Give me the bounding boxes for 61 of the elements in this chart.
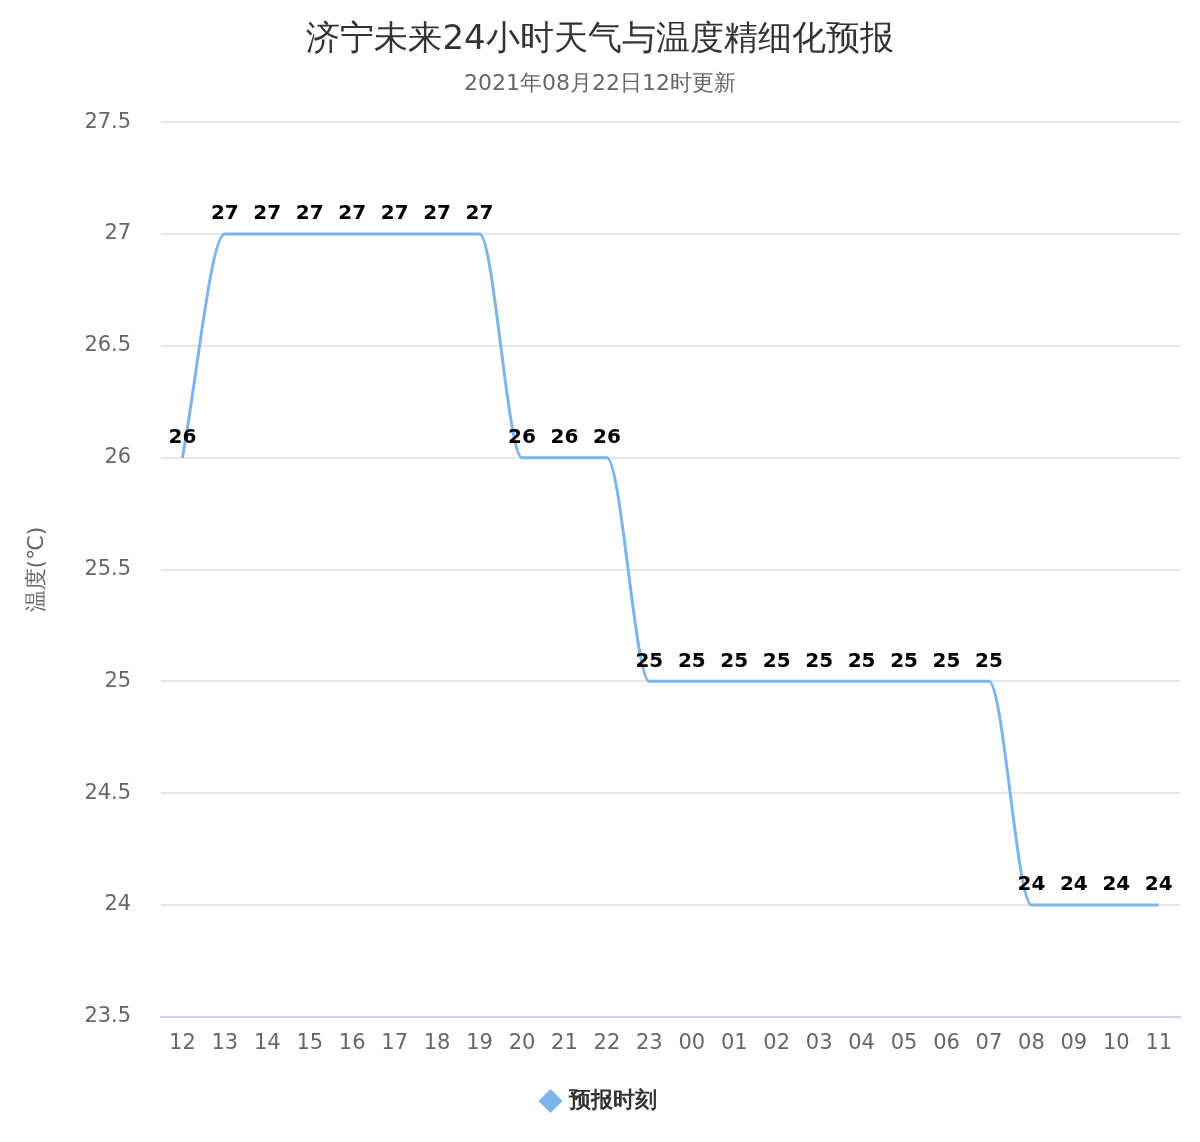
- chart-title: 济宁未来24小时天气与温度精细化预报: [306, 17, 894, 58]
- data-label: 27: [338, 200, 367, 225]
- y-tick-label: 25: [104, 667, 132, 692]
- data-label: 27: [465, 200, 494, 225]
- data-label: 27: [295, 200, 324, 225]
- y-tick-label: 27: [104, 220, 132, 245]
- data-label: 25: [847, 647, 876, 672]
- x-tick-label: 02: [763, 1029, 791, 1054]
- x-tick-label: 03: [805, 1029, 833, 1054]
- x-tick-label: 14: [253, 1029, 281, 1054]
- data-label: 26: [168, 423, 197, 448]
- data-label: 24: [1017, 871, 1046, 896]
- x-tick-label: 04: [848, 1029, 875, 1054]
- x-tick-label: 05: [890, 1029, 918, 1054]
- x-tick-label: 17: [381, 1029, 409, 1054]
- y-tick-label: 27.5: [84, 108, 132, 133]
- x-tick-label: 10: [1102, 1029, 1130, 1054]
- x-tick-label: 01: [720, 1029, 748, 1054]
- data-label: 24: [1144, 871, 1173, 896]
- data-label: 25: [890, 647, 918, 672]
- data-label: 24: [1102, 871, 1131, 896]
- y-tick-label: 25.5: [84, 555, 132, 580]
- x-tick-label: 12: [169, 1029, 196, 1054]
- data-label: 26: [508, 423, 536, 448]
- x-tick-label: 23: [635, 1029, 663, 1054]
- x-tick-label: 15: [296, 1029, 324, 1054]
- data-label: 25: [975, 647, 1003, 672]
- data-label: 26: [550, 423, 579, 448]
- x-tick-label: 06: [933, 1029, 960, 1054]
- data-label: 25: [762, 647, 791, 672]
- chart-subtitle: 2021年08月22日12时更新: [464, 69, 736, 95]
- data-label: 25: [635, 647, 664, 672]
- x-tick-label: 07: [975, 1029, 1003, 1054]
- data-label: 27: [380, 200, 409, 225]
- data-label: 25: [677, 647, 706, 672]
- x-tick-label: 19: [466, 1029, 493, 1054]
- x-tick-label: 11: [1145, 1029, 1173, 1054]
- x-tick-label: 00: [678, 1029, 706, 1054]
- x-tick-label: 16: [338, 1029, 366, 1054]
- data-label: 27: [253, 200, 282, 225]
- y-tick-label: 24.5: [84, 779, 132, 804]
- y-tick-label: 26.5: [84, 332, 132, 357]
- x-tick-label: 20: [508, 1029, 536, 1054]
- data-label: 27: [423, 200, 452, 225]
- y-tick-label: 23.5: [84, 1003, 132, 1028]
- y-axis-title: 温度(℃): [22, 526, 48, 613]
- y-tick-label: 24: [104, 891, 132, 916]
- legend-label: 预报时刻: [567, 1086, 657, 1112]
- data-label: 25: [805, 647, 834, 672]
- y-tick-label: 26: [104, 444, 132, 469]
- data-label: 26: [592, 423, 621, 448]
- x-tick-label: 09: [1060, 1029, 1088, 1054]
- x-tick-label: 18: [423, 1029, 451, 1054]
- x-tick-label: 13: [211, 1029, 239, 1054]
- data-label: 25: [932, 647, 961, 672]
- data-label: 25: [720, 647, 749, 672]
- x-tick-label: 22: [593, 1029, 621, 1054]
- x-tick-label: 08: [1018, 1029, 1045, 1054]
- data-label: 27: [210, 200, 239, 225]
- x-tick-label: 21: [551, 1029, 578, 1054]
- data-label: 24: [1059, 871, 1088, 896]
